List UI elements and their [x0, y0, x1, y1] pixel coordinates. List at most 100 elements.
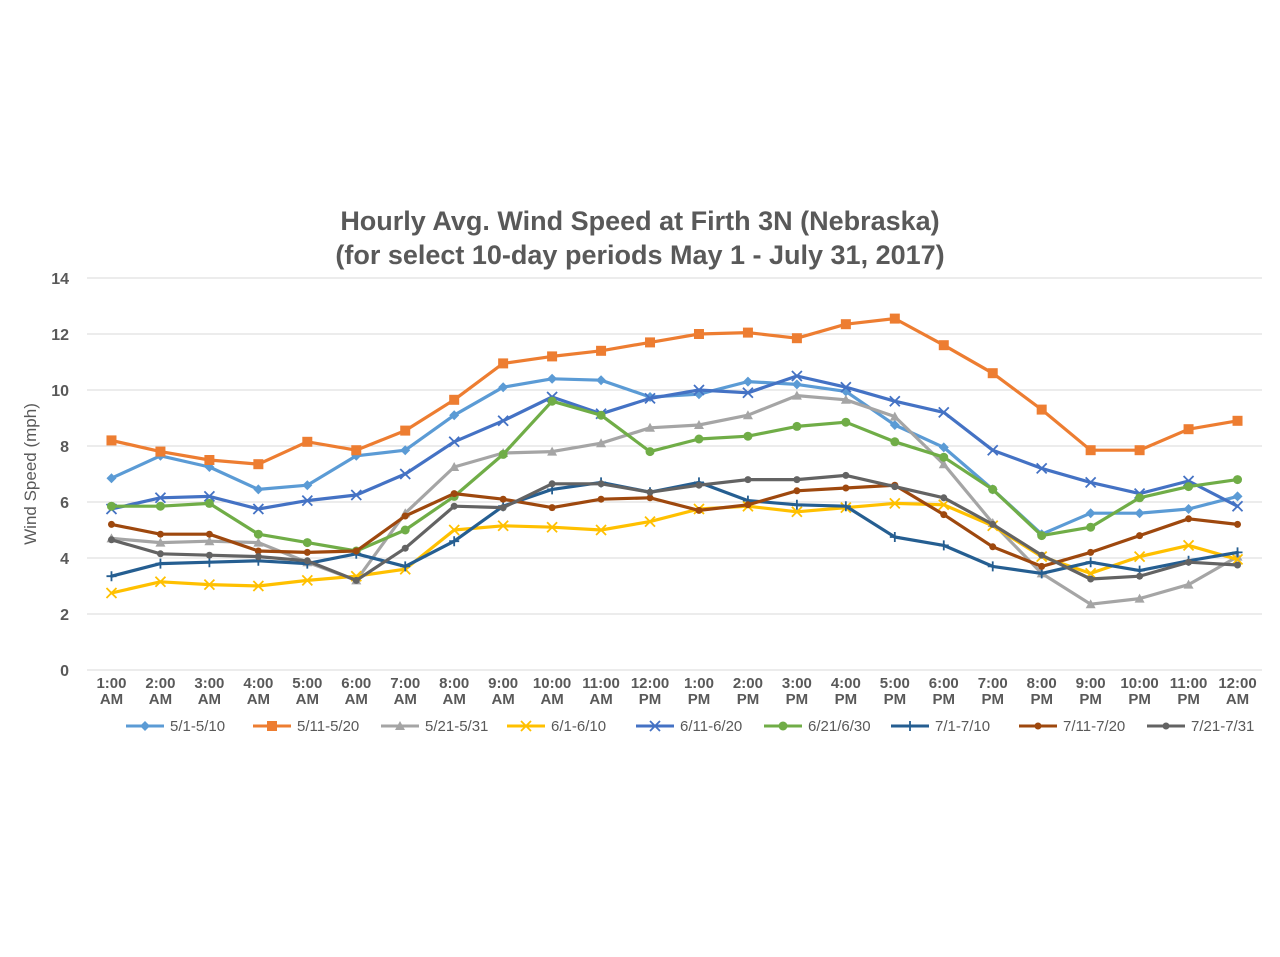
data-point	[695, 506, 703, 514]
data-point	[596, 410, 606, 420]
series-line	[109, 501, 1240, 595]
x-tick-time: 4:00	[243, 675, 273, 692]
x-tick-time: 1:00	[684, 675, 714, 692]
legend-item: 6/21/6/30	[764, 718, 871, 735]
series-6-11-6-20	[105, 370, 1244, 515]
legend-item: 7/1-7/10	[891, 718, 990, 735]
data-point	[155, 501, 165, 511]
legend-marker	[395, 721, 405, 730]
legend-marker	[520, 720, 532, 732]
data-point	[1036, 404, 1047, 415]
data-point	[546, 521, 558, 533]
data-point	[644, 515, 656, 528]
x-tick-time: 1:00	[96, 675, 126, 692]
data-point	[497, 415, 509, 427]
data-point	[889, 395, 901, 407]
x-tick-period: PM	[933, 691, 956, 708]
x-tick-time: 10:00	[1120, 675, 1158, 692]
data-point	[498, 449, 508, 459]
data-point	[400, 561, 411, 572]
data-point	[155, 446, 166, 457]
data-point	[1231, 553, 1244, 566]
x-tick-time: 3:00	[782, 675, 812, 692]
data-point	[203, 490, 216, 503]
data-point	[106, 501, 116, 511]
data-point	[1133, 550, 1146, 563]
x-tick-time: 3:00	[194, 675, 224, 692]
y-tick-label: 4	[60, 551, 69, 568]
data-point	[889, 497, 901, 510]
data-point	[155, 558, 166, 569]
data-point	[204, 498, 214, 508]
x-tick-period: AM	[443, 691, 466, 708]
data-point	[791, 370, 803, 382]
x-tick-time: 8:00	[439, 675, 469, 692]
data-point	[154, 576, 167, 588]
legend-marker	[778, 721, 788, 731]
data-point	[693, 420, 704, 429]
legend-label: 6/1-6/10	[551, 718, 606, 735]
data-point	[302, 480, 313, 491]
series-line	[109, 483, 1240, 569]
data-point	[940, 494, 948, 502]
legend-marker	[1162, 722, 1170, 730]
data-point	[1232, 491, 1243, 502]
data-point	[842, 484, 850, 492]
x-tick-time: 7:00	[978, 675, 1008, 692]
data-point	[1134, 445, 1145, 456]
data-point	[889, 420, 900, 430]
x-tick-period: PM	[1030, 691, 1053, 708]
legend-label: 6/21/6/30	[808, 718, 871, 735]
data-point	[352, 576, 360, 584]
x-tick-period: AM	[589, 691, 612, 708]
data-point	[448, 436, 460, 448]
data-point	[498, 358, 509, 369]
data-point	[938, 406, 950, 419]
x-tick-period: AM	[345, 691, 368, 708]
x-tick-period: AM	[540, 691, 563, 708]
data-point	[1136, 532, 1144, 540]
data-point	[156, 550, 164, 558]
series-line	[109, 473, 1240, 583]
data-point	[645, 422, 656, 432]
data-point	[693, 329, 704, 339]
data-point	[840, 394, 851, 404]
data-point	[499, 504, 507, 512]
data-point	[889, 313, 900, 324]
x-tick-period: PM	[835, 691, 858, 708]
x-tick-time: 2:00	[145, 675, 175, 692]
data-point	[351, 445, 362, 456]
legend-label: 7/21-7/31	[1191, 718, 1254, 735]
data-point	[497, 520, 509, 532]
data-point	[252, 580, 264, 592]
data-point	[597, 480, 605, 488]
legend-label: 5/21-5/31	[425, 718, 488, 735]
legend-label: 6/11-6/20	[680, 718, 742, 735]
data-point	[1085, 599, 1096, 609]
data-point	[792, 421, 802, 431]
x-tick-time: 4:00	[831, 675, 861, 692]
series-6-1-6-10	[105, 497, 1244, 599]
data-point	[1182, 539, 1195, 552]
data-point	[989, 520, 997, 528]
legend-marker	[1034, 722, 1042, 730]
data-point	[744, 476, 752, 484]
data-point	[938, 442, 949, 453]
data-point	[1036, 568, 1047, 579]
data-point	[547, 446, 558, 456]
data-point	[449, 410, 460, 421]
data-point	[302, 436, 313, 447]
data-point	[742, 410, 753, 420]
legend-label: 7/11-7/20	[1063, 718, 1125, 735]
